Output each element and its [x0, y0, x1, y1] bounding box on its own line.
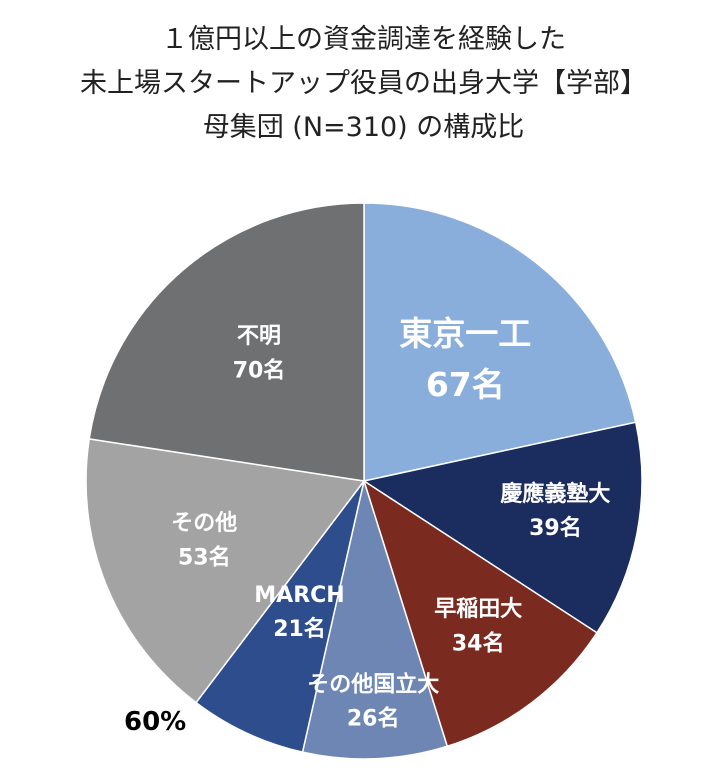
slice-name-label: 慶應義塾大: [500, 481, 610, 507]
chart-title-line-3: 母集団 (N=310) の構成比: [202, 112, 525, 143]
pie-slice: [195, 480, 365, 754]
percentage-annotation: 60%: [124, 707, 187, 737]
slice-value-label: 53名: [178, 544, 231, 570]
pie-slice: [362, 479, 598, 748]
slice-value-label: 21名: [273, 616, 326, 642]
slice-name-label: 東京一工: [399, 314, 531, 353]
slice-value-label: 26名: [347, 705, 400, 731]
pie-slice: [301, 478, 449, 760]
slice-value-label: 34名: [452, 630, 505, 656]
slice-name-label: 早稲田大: [434, 597, 522, 622]
chart-title: １億円以上の資金調達を経験した 未上場スタートアップ役員の出身大学【学部】 母集…: [0, 18, 727, 150]
slice-value-label: 70名: [233, 357, 286, 383]
chart-title-line-2: 未上場スタートアップ役員の出身大学【学部】: [80, 68, 647, 99]
pie-slice: [363, 202, 637, 482]
pie-slice: [85, 438, 366, 704]
slice-value-label: 67名: [426, 365, 505, 404]
slice-name-label: その他国立大: [307, 671, 439, 697]
slice-name-label: 不明: [237, 324, 281, 349]
pie-slice: [88, 202, 365, 482]
pie-slice: [362, 421, 643, 634]
slice-value-label: 39名: [529, 515, 582, 541]
slice-name-label: MARCH: [254, 583, 344, 608]
slice-name-label: その他: [171, 511, 237, 536]
chart-title-line-1: １億円以上の資金調達を経験した: [161, 24, 566, 55]
